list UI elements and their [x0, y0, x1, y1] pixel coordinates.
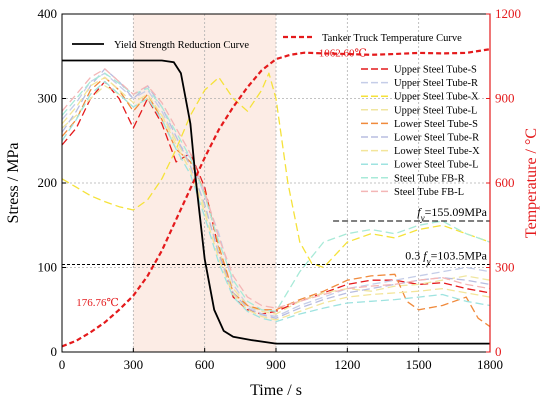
- legend-label-steel-tube-fb-l: Steel Tube FB-L: [394, 187, 464, 198]
- legend-label-upper-steel-tube-x: Upper Steel Tube-X: [394, 92, 479, 103]
- legend-label-lower-steel-tube-x: Lower Steel Tube-X: [394, 146, 480, 157]
- y-axis-right-title: Temperature / °C: [523, 128, 540, 238]
- x-tick-label-1200: 1200: [334, 357, 360, 372]
- reference-lines-layer: fy=155.09MPa 0.3 fy=103.5MPa: [62, 205, 490, 267]
- legend-label-yield-strength-reduction-curve: Yield Strength Reduction Curve: [114, 40, 249, 51]
- x-tick-label-1500: 1500: [406, 357, 432, 372]
- legend-label-lower-steel-tube-l: Lower Steel Tube-L: [394, 160, 479, 171]
- y-right-tick-label-600: 600: [495, 175, 515, 190]
- temperature-annotation-1: 176.76℃: [76, 297, 119, 309]
- series-line-upper-steel-tube-l: [61, 85, 491, 315]
- y-axis-left-title: Stress / MPa: [5, 143, 22, 224]
- series-line-lower-steel-tube-l: [61, 80, 491, 323]
- y-left-tick-label-400: 400: [38, 6, 58, 21]
- series-layer: [61, 48, 491, 348]
- axis-layer: 0 300 600 900 1200 1500 1800010020030040003006…: [38, 6, 522, 372]
- x-tick-label-600: 600: [195, 357, 215, 372]
- legend-label-lower-steel-tube-s: Lower Steel Tube-S: [394, 119, 478, 130]
- series-line-upper-steel-tube-s: [61, 80, 491, 315]
- y-left-tick-label-300: 300: [38, 91, 58, 106]
- series-line-tanker-truck-temperature-curve: [61, 48, 491, 348]
- series-line-steel-tube-fb-r: [61, 72, 491, 313]
- y-right-tick-label-900: 900: [495, 91, 515, 106]
- x-tick-label-300: 300: [124, 357, 144, 372]
- y-right-tick-label-300: 300: [495, 260, 515, 275]
- series-line-lower-steel-tube-x: [61, 76, 491, 321]
- series-line-lower-steel-tube-s: [61, 76, 491, 328]
- legend-label-tanker-truck-temperature-curve: Tanker Truck Temperature Curve: [322, 33, 462, 44]
- reference-label-fy: fy=155.09MPa: [417, 205, 487, 223]
- legend-label-steel-tube-fb-r: Steel Tube FB-R: [394, 173, 465, 184]
- series-line-yield-strength-reduction-curve: [62, 59, 490, 345]
- legend-label-upper-steel-tube-r: Upper Steel Tube-R: [394, 78, 478, 89]
- series-line-upper-steel-tube-x: [61, 72, 491, 269]
- y-right-tick-label-0: 0: [495, 344, 502, 359]
- annotation-layer: 1062.60℃ 176.76℃: [76, 48, 367, 310]
- x-axis-title: Time / s: [250, 382, 302, 399]
- y-right-tick-label-1200: 1200: [495, 6, 521, 21]
- y-left-tick-label-200: 200: [38, 175, 58, 190]
- x-tick-label-1800: 1800: [477, 357, 503, 372]
- legend-label-upper-steel-tube-l: Upper Steel Tube-L: [394, 105, 477, 116]
- series-line-steel-tube-fb-l: [61, 68, 491, 309]
- reference-label-fy03: 0.3 fy=103.5MPa: [405, 249, 487, 267]
- x-tick-label-0: 0: [59, 357, 66, 372]
- legend-label-upper-steel-tube-s: Upper Steel Tube-S: [394, 65, 477, 76]
- x-tick-label-900: 900: [266, 357, 286, 372]
- temperature-annotation-0: 1062.60℃: [319, 48, 367, 60]
- legend-label-lower-steel-tube-r: Lower Steel Tube-R: [394, 133, 479, 144]
- y-left-tick-label-0: 0: [51, 344, 58, 359]
- y-left-tick-label-100: 100: [38, 260, 58, 275]
- legend-layer: Yield Strength Reduction Curve Tanker Tru…: [72, 33, 480, 198]
